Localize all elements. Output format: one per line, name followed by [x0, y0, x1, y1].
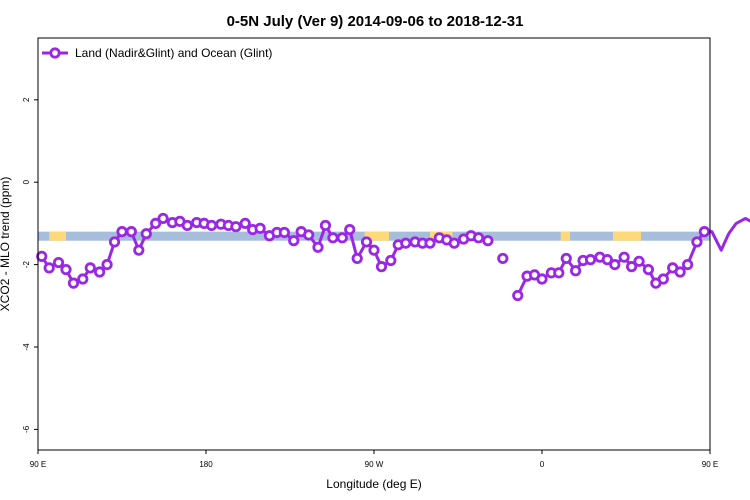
data-point	[424, 237, 436, 249]
data-point	[133, 244, 145, 256]
data-point	[674, 266, 686, 278]
data-point	[681, 258, 694, 271]
data-point	[472, 232, 485, 244]
data-point	[497, 252, 509, 265]
y-tick-label: -4	[22, 343, 31, 351]
data-point	[101, 258, 113, 271]
data-point	[482, 235, 494, 247]
data-point	[77, 273, 89, 285]
data-point	[288, 235, 300, 247]
data-point	[536, 273, 548, 285]
data-point	[642, 263, 655, 276]
data-point	[312, 241, 324, 253]
data-point	[36, 250, 48, 262]
data-point	[375, 261, 388, 273]
data-point	[448, 237, 460, 249]
data-point	[254, 222, 266, 234]
y-axis-label: XCO2 - MLO trend (ppm)	[0, 177, 12, 312]
data-point	[368, 244, 380, 256]
data-point	[319, 219, 332, 232]
data-point	[553, 267, 565, 279]
data-point	[94, 266, 106, 278]
data-point	[60, 263, 72, 276]
data-point	[52, 256, 65, 269]
data-point	[303, 229, 315, 241]
x-tick-label: 90 E	[702, 460, 718, 469]
data-point	[633, 255, 645, 267]
data-point	[512, 289, 524, 302]
chart-title: 0-5N July (Ver 9) 2014-09-06 to 2018-12-…	[227, 13, 524, 30]
data-point	[150, 217, 162, 229]
data-point	[206, 219, 218, 232]
plot-background	[38, 38, 710, 450]
data-point	[336, 232, 348, 244]
background-band	[38, 231, 710, 241]
data-point	[181, 219, 193, 232]
legend-marker	[49, 47, 61, 59]
data-point	[400, 237, 412, 249]
data-point	[584, 254, 597, 266]
y-tick-label: -6	[22, 425, 31, 433]
y-axis: 2 0 -2 -4 -6	[22, 97, 38, 433]
data-point	[618, 251, 630, 263]
data-point	[157, 212, 169, 225]
land-band-segment	[560, 231, 570, 241]
series-layer	[36, 212, 750, 302]
data-point	[601, 254, 613, 266]
land-band-segment	[364, 231, 389, 241]
data-point	[230, 221, 242, 233]
y-tick-label: 2	[22, 97, 31, 102]
plot-area	[38, 38, 710, 450]
data-point	[43, 262, 55, 274]
data-point	[351, 252, 363, 265]
data-point	[125, 226, 137, 238]
data-point	[140, 228, 152, 240]
data-point	[569, 265, 582, 277]
data-point	[657, 273, 669, 285]
data-point	[360, 236, 373, 248]
data-point	[67, 277, 80, 289]
x-axis-label: Longitude (deg E)	[326, 477, 421, 491]
x-tick-label: 90 W	[365, 460, 384, 469]
data-point	[385, 254, 397, 267]
data-point	[344, 223, 356, 236]
data-point	[698, 226, 711, 238]
data-point	[239, 217, 251, 229]
data-point	[116, 226, 128, 238]
x-tick-label: 90 E	[30, 460, 46, 469]
legend: Land (Nadir&Glint) and Ocean (Glint)	[42, 46, 272, 60]
data-point	[625, 261, 638, 273]
legend-label: Land (Nadir&Glint) and Ocean (Glint)	[75, 46, 272, 60]
data-point	[278, 226, 290, 239]
land-band-segment	[612, 231, 641, 241]
y-tick-label: -2	[22, 260, 31, 268]
data-point	[609, 258, 621, 271]
data-point	[108, 236, 121, 248]
x-tick-label: 0	[540, 460, 545, 469]
x-tick-label: 180	[199, 460, 213, 469]
x-axis: 90 E 180 90 W 0 90 E	[30, 450, 718, 469]
data-point	[327, 232, 339, 244]
data-point	[691, 236, 703, 248]
data-point	[560, 252, 572, 265]
y-tick-label: 0	[22, 179, 31, 184]
land-band-segment	[49, 231, 66, 241]
data-point	[84, 262, 96, 274]
